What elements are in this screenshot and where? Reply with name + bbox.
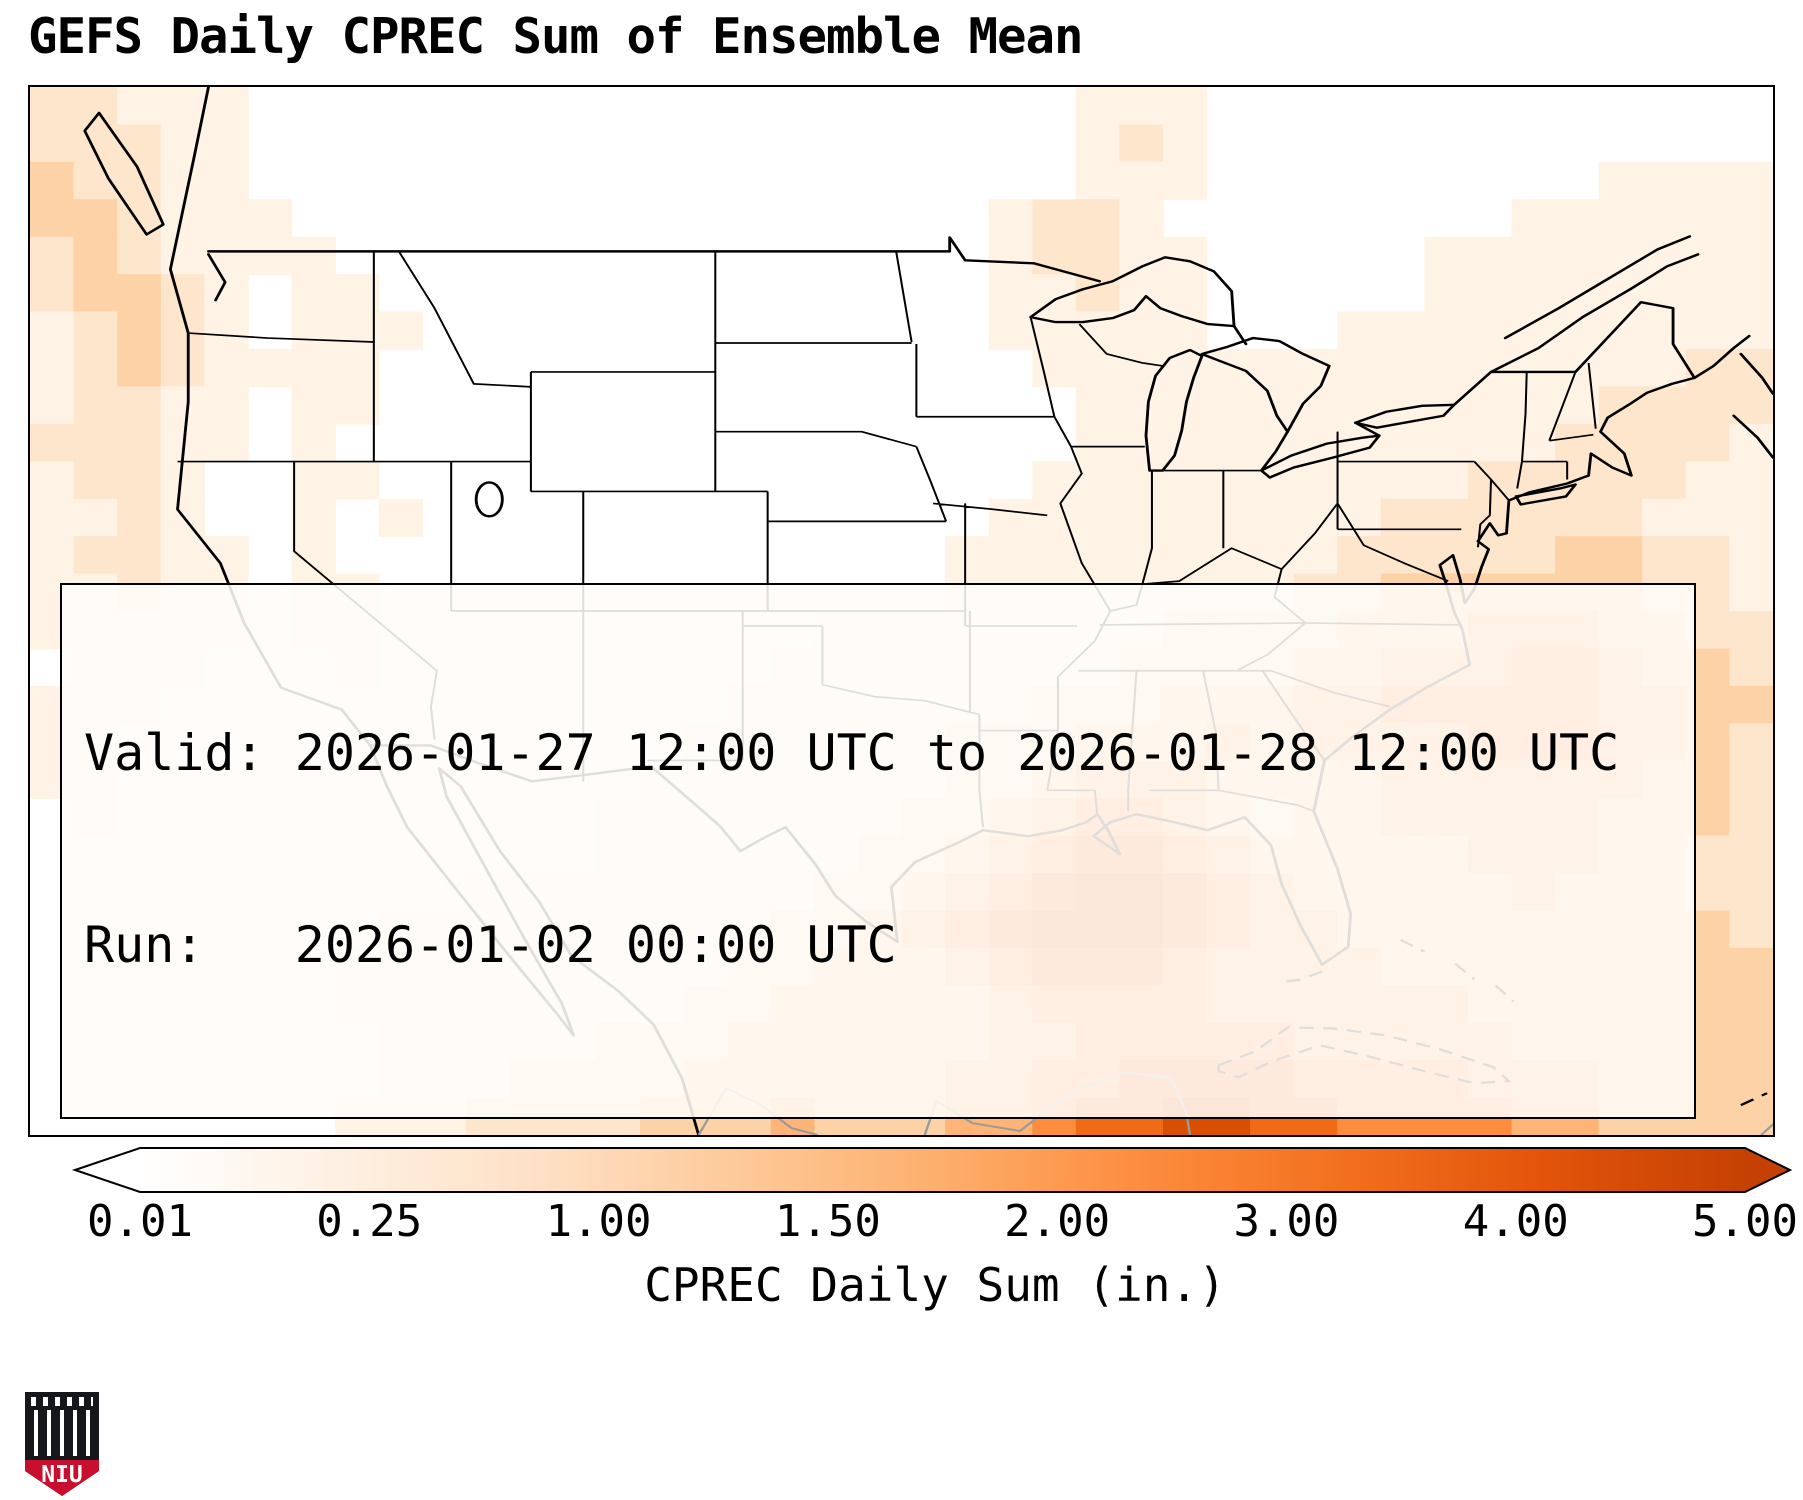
- lake-michigan: [1144, 348, 1204, 472]
- lake-superior: [1029, 256, 1236, 328]
- map-canvas: Valid: 2026-01-27 12:00 UTC to 2026-01-2…: [28, 85, 1775, 1137]
- st-lawrence-river: [1489, 235, 1700, 374]
- colorbar-bar: [71, 1147, 1793, 1193]
- niu-shield: NIU: [25, 1392, 99, 1496]
- lake-erie: [1259, 434, 1381, 479]
- page-title: GEFS Daily CPREC Sum of Ensemble Mean: [28, 8, 1084, 65]
- valid-run-info-box: Valid: 2026-01-27 12:00 UTC to 2026-01-2…: [60, 583, 1696, 1119]
- valid-line: Valid: 2026-01-27 12:00 UTC to 2026-01-2…: [84, 724, 1620, 782]
- vancouver-island: [83, 111, 165, 236]
- colorbar-svg: [71, 1147, 1793, 1193]
- colorbar-tick-label: 0.25: [316, 1196, 423, 1247]
- colorbar-tick-label: 3.00: [1233, 1196, 1340, 1247]
- colorbar-tick-label: 1.00: [545, 1196, 652, 1247]
- canada-border: [207, 236, 1696, 472]
- colorbar-tick-label: 0.01: [87, 1196, 193, 1247]
- colorbar-tick-label: 4.00: [1462, 1196, 1569, 1247]
- great-salt-lake: [474, 481, 504, 518]
- nova-scotia: [1732, 352, 1773, 459]
- niu-logo-text: NIU: [25, 1460, 99, 1496]
- puget-sound: [207, 253, 227, 302]
- castle-columns: [34, 1410, 90, 1456]
- niu-logo: NIU: [25, 1392, 99, 1496]
- colorbar-tick-label: 2.00: [1004, 1196, 1111, 1247]
- colorbar-tick-label: 1.50: [774, 1196, 881, 1247]
- colorbar-label: CPREC Daily Sum (in.): [644, 1258, 1226, 1312]
- colorbar-tick-label: 5.00: [1692, 1196, 1798, 1247]
- run-line: Run: 2026-01-02 00:00 UTC: [84, 916, 897, 974]
- colorbar: [0, 1146, 1803, 1194]
- lake-huron: [1200, 336, 1331, 433]
- castle-merlons: [31, 1397, 93, 1406]
- long-island: [1514, 483, 1577, 506]
- colorbar-tick-labels: 0.01 0.25 1.00 1.50 2.00 3.00 4.00 5.00: [0, 1196, 1803, 1250]
- lake-ontario: [1353, 403, 1456, 429]
